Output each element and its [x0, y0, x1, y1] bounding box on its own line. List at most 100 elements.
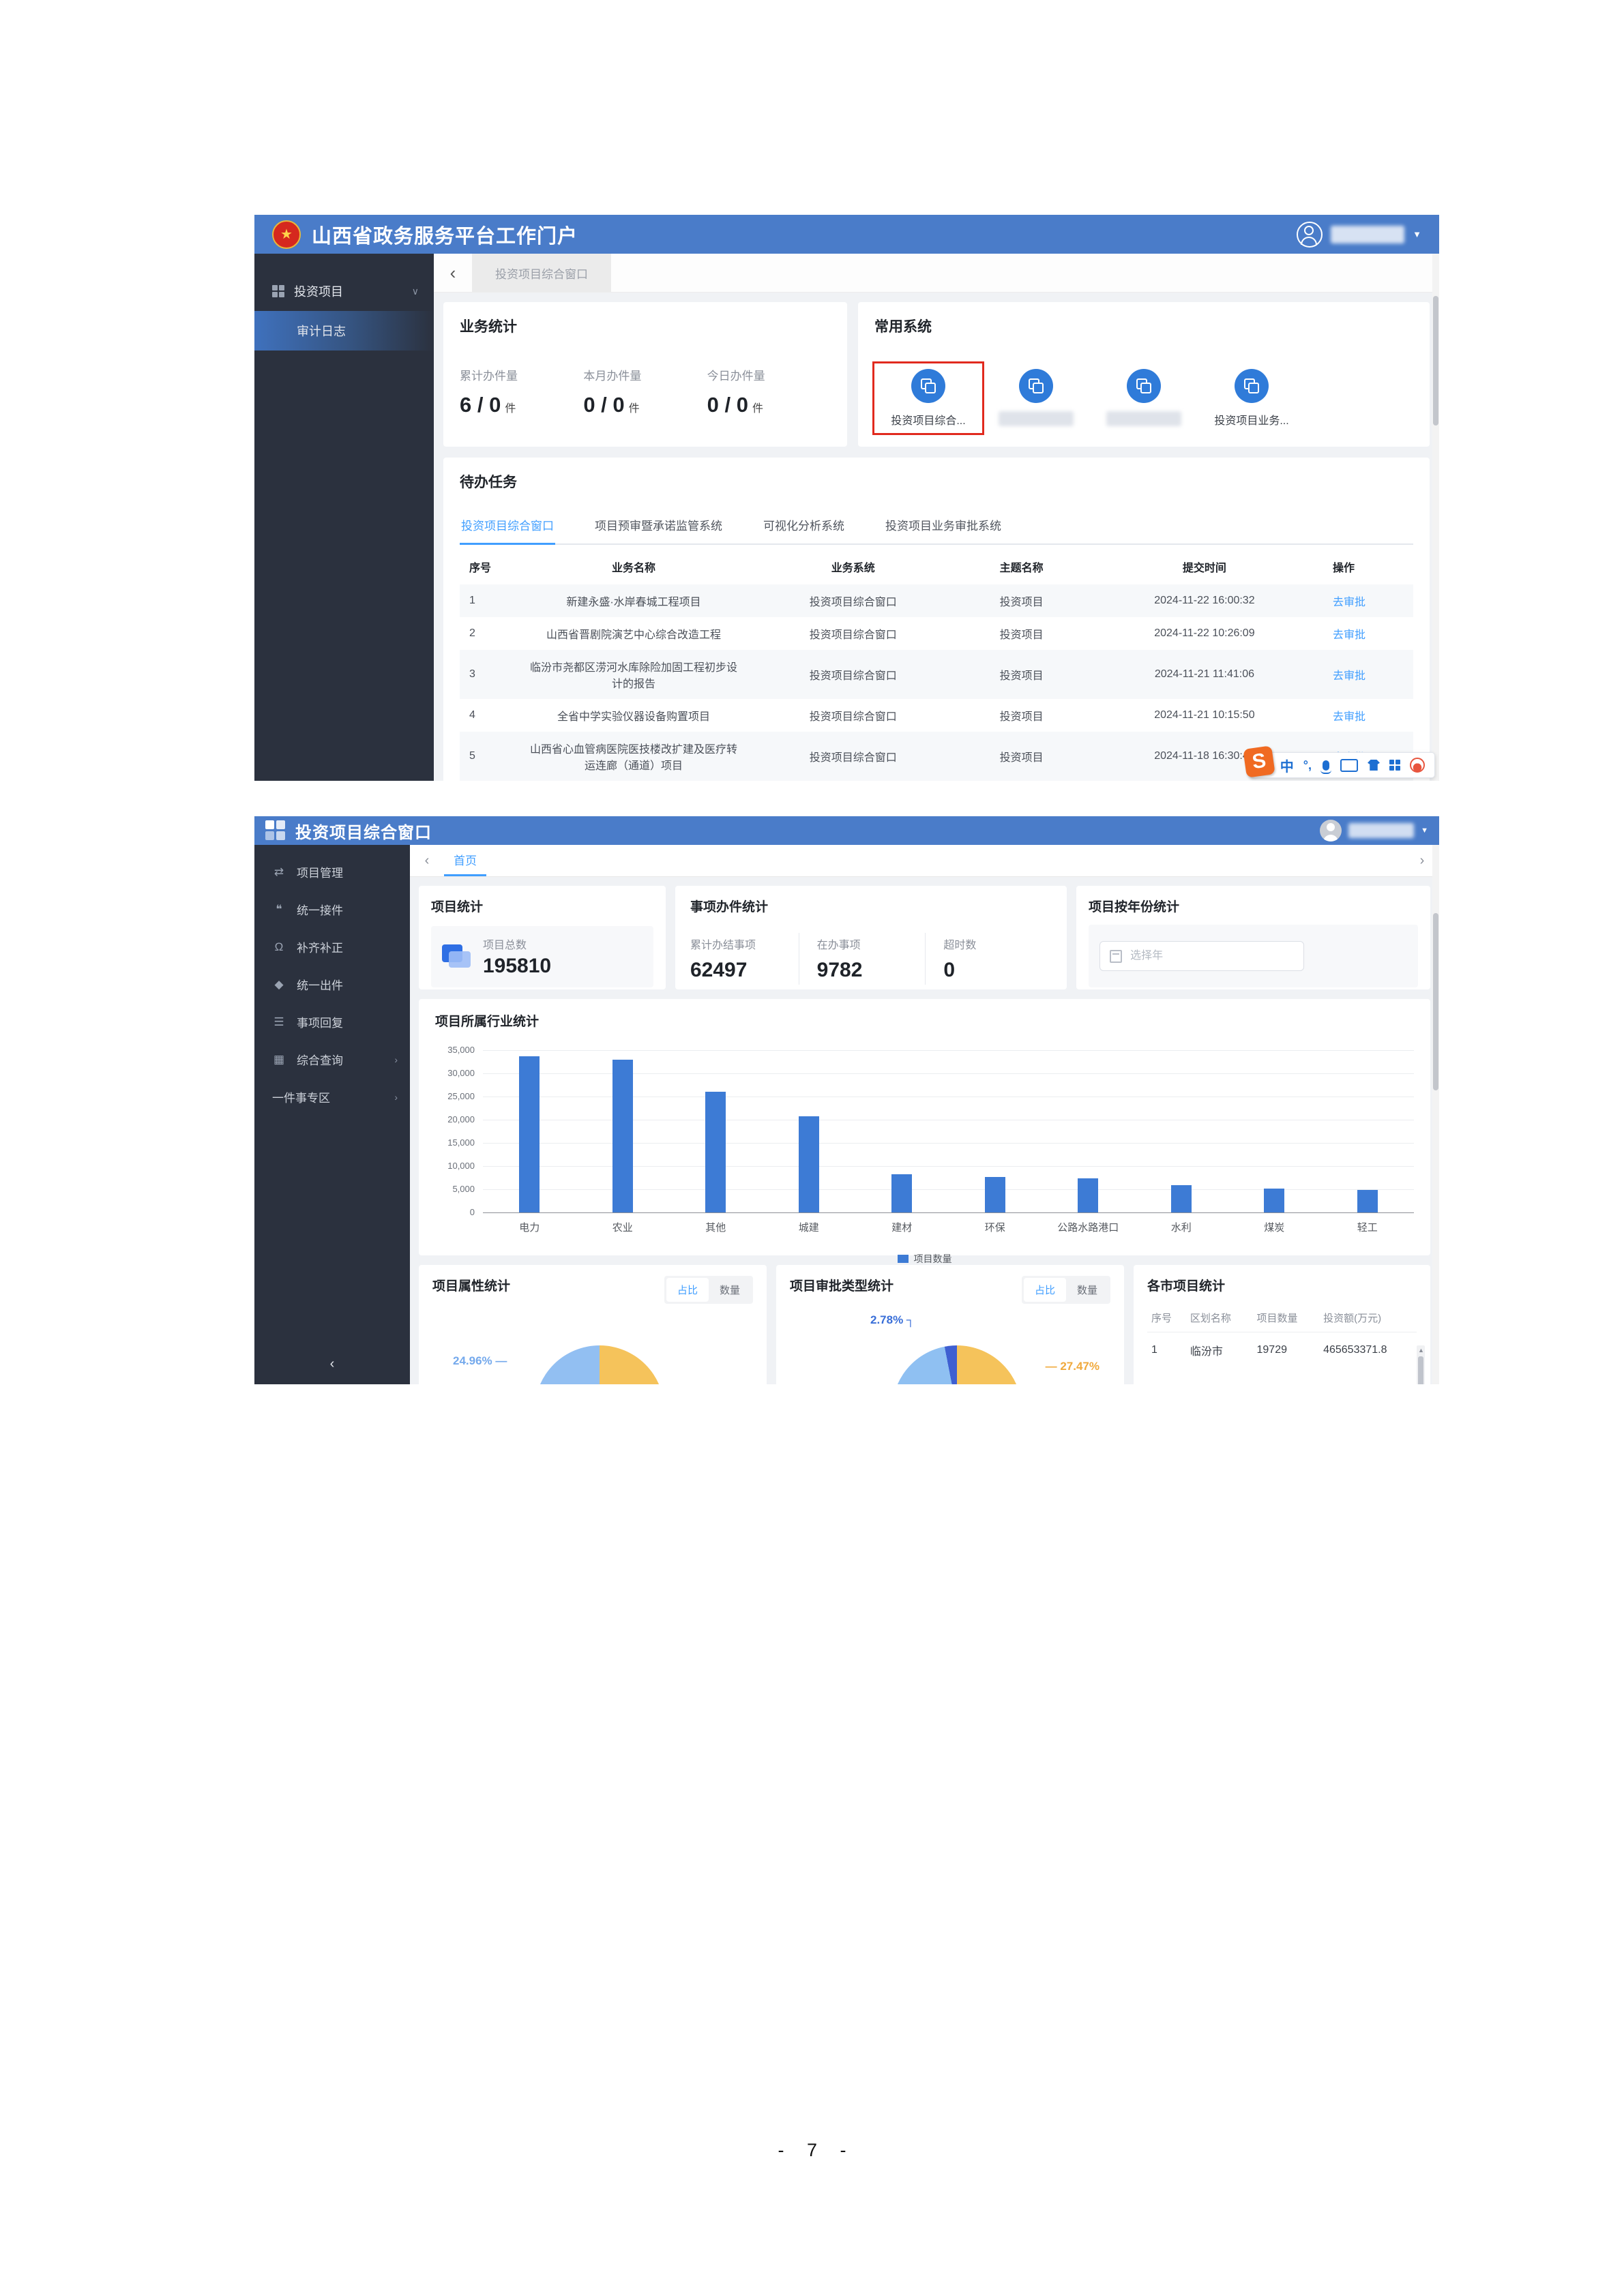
todo-name-cell: 临汾市尧都区涝河水库除险加固工程初步设计的报告	[529, 662, 737, 690]
tab-scroll-left-icon[interactable]: ‹	[449, 262, 456, 283]
user-name-redacted	[1331, 225, 1405, 243]
sidebar-collapse-button[interactable]: ‹	[329, 1356, 335, 1371]
server-icon: ☰	[274, 1015, 284, 1028]
documents-icon	[442, 943, 472, 970]
todo-no-cell: 4	[469, 709, 475, 721]
todo-tab[interactable]: 可视化分析系统	[763, 520, 844, 533]
sidebar-item-audit-log[interactable]: 审计日志	[254, 311, 434, 351]
todo-topic-cell: 投资项目	[999, 711, 1044, 723]
todo-tabs: 投资项目综合窗口 项目预审暨承诺监管系统 可视化分析系统 投资项目业务审批系统	[460, 508, 1413, 545]
common-system-item[interactable]	[982, 363, 1090, 433]
tab-home[interactable]: 首页	[444, 845, 486, 876]
system-windows-icon	[1019, 369, 1053, 403]
system-label: 投资项目综合...	[891, 415, 966, 427]
sidebar-item-label: 补齐补正	[297, 942, 343, 955]
year-input[interactable]	[1129, 949, 1294, 963]
go-approve-link[interactable]: 去审批	[1333, 629, 1366, 641]
todo-tab[interactable]: 项目预审暨承诺监管系统	[595, 520, 722, 533]
todo-system-cell: 投资项目综合窗口	[809, 752, 897, 764]
sidebar-item[interactable]: ❝ 统一接件	[254, 891, 410, 928]
user-menu[interactable]: ▼	[1320, 820, 1428, 841]
tab-investment-window[interactable]: 投资项目综合窗口	[472, 254, 611, 292]
bar	[612, 1060, 633, 1212]
project-stats-title: 项目统计	[431, 900, 484, 914]
metric-label: 本月办件量	[583, 370, 642, 383]
todo-action-cell: 去审批	[1327, 617, 1413, 650]
bar-cell	[483, 1050, 576, 1212]
attribute-stats-title: 项目属性统计	[432, 1279, 511, 1294]
bar-cell	[949, 1050, 1042, 1212]
matter-stats-card: 事项办件统计 累计办结事项 62497 在办事项 9782 超时数 0	[675, 886, 1067, 989]
todo-system-cell: 投资项目综合窗口	[809, 597, 897, 608]
city-table: 序号 区划名称 项目数量 投资额(万元) 1 临汾市 19729 465653371.8	[1147, 1304, 1417, 1368]
go-approve-link[interactable]: 去审批	[1333, 711, 1366, 723]
sidebar-item[interactable]: ☰ 事项回复	[254, 1003, 410, 1041]
sidebar-item[interactable]: ⇄ 项目管理	[254, 853, 410, 891]
year-picker[interactable]	[1099, 941, 1304, 971]
ime-skin-icon[interactable]	[1368, 760, 1380, 771]
sidebar-item[interactable]: Ω 补齐补正	[254, 928, 410, 966]
microphone-icon[interactable]	[1320, 760, 1331, 774]
app-grid-logo	[265, 820, 286, 841]
todo-column-header: 业务名称	[611, 563, 655, 574]
user-menu[interactable]: ▼	[1297, 221, 1421, 248]
bar	[984, 1177, 1005, 1212]
toggle-button[interactable]: 数量	[719, 1285, 740, 1296]
chart-y-axis: 35,000 30,000 25,000 20,000 15,000 10,000 5,00…	[435, 1045, 483, 1217]
sidebar-item[interactable]: 一件事专区 ›	[254, 1078, 410, 1116]
tab-scroll-left-icon[interactable]: ‹	[424, 852, 430, 868]
chart-plot-area	[483, 1050, 1414, 1213]
todo-name-cell: 山西省心血管病医院医技楼改扩建及医疗转运连廊（通道）项目	[529, 744, 737, 772]
scrollbar[interactable]	[1432, 845, 1439, 1384]
city-column-header: 投资额(万元)	[1319, 1304, 1417, 1332]
todo-tab[interactable]: 投资项目综合窗口	[460, 508, 555, 545]
ime-chinese-mode-icon[interactable]: 中	[1280, 759, 1294, 775]
city-column-header: 序号	[1147, 1304, 1186, 1332]
emoji-icon[interactable]	[1410, 758, 1425, 773]
todo-tab[interactable]: 投资项目业务审批系统	[885, 520, 1001, 533]
sidebar-item[interactable]: ◆ 统一出件	[254, 966, 410, 1003]
bar-cell	[1135, 1050, 1228, 1212]
sidebar-item[interactable]: ▦ 综合查询 ›	[254, 1041, 410, 1078]
common-system-item[interactable]	[1090, 363, 1198, 433]
scrollbar[interactable]: ▲	[1417, 1345, 1425, 1384]
toggle-button[interactable]: 占比	[666, 1278, 709, 1302]
metric-label: 在办事项	[816, 940, 861, 951]
sogou-logo-icon[interactable]: S	[1243, 745, 1275, 778]
metric-label: 累计办结事项	[690, 940, 756, 951]
x-tick-label: 城建	[798, 1222, 819, 1234]
tab-scroll-right-icon[interactable]: ›	[1419, 852, 1425, 868]
go-approve-link[interactable]: 去审批	[1333, 597, 1366, 608]
table-row: 1 新建永盛·水岸春城工程项目 投资项目综合窗口 投资项目 2024-11-22 16:…	[460, 584, 1413, 617]
ime-punctuation-icon[interactable]: °,	[1303, 758, 1312, 772]
metric-label: 今日办件量	[707, 370, 765, 383]
legend-swatch	[897, 1255, 909, 1263]
sidebar-item-investment-project[interactable]: 投资项目 ∨	[254, 271, 434, 311]
todo-tasks-title: 待办任务	[460, 475, 517, 490]
go-approve-link[interactable]: 去审批	[1333, 670, 1366, 682]
x-tick-label: 农业	[612, 1222, 633, 1234]
approval-pie-chart: 2.78% ┐ — 27.47%	[790, 1308, 1110, 1384]
pie	[892, 1345, 1022, 1384]
bar-cell	[669, 1050, 763, 1212]
common-system-item[interactable]: 投资项目综合...	[872, 361, 984, 435]
swap-icon: ⇄	[274, 865, 284, 878]
project-stats-card: 项目统计 项目总数 195810	[419, 886, 666, 989]
ime-toolbox-icon[interactable]	[1389, 760, 1400, 771]
keyboard-icon[interactable]	[1340, 758, 1358, 772]
common-system-item[interactable]: 投资项目业务...	[1198, 363, 1305, 433]
x-tick-label: 水利	[1170, 1222, 1192, 1234]
matter-metric: 累计办结事项 62497	[690, 933, 799, 985]
toggle-button[interactable]: 占比	[1023, 1278, 1066, 1302]
bar	[705, 1092, 726, 1212]
scrollbar[interactable]	[1432, 254, 1439, 781]
year-picker-box	[1089, 925, 1418, 987]
project-total-box: 项目总数 195810	[431, 926, 653, 987]
toggle-button[interactable]: 数量	[1076, 1285, 1097, 1296]
pie-slice-label: 24.96% —	[453, 1354, 507, 1367]
bar-cell	[1228, 1050, 1321, 1212]
todo-time-cell: 2024-11-18 16:30:49	[1154, 750, 1255, 762]
